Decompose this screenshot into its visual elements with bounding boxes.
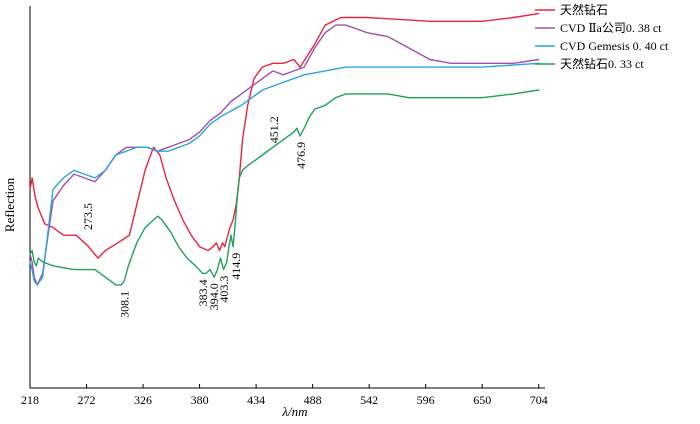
- series-line-2: [29, 24, 540, 286]
- plot-frame: [29, 6, 545, 389]
- peak-annotation: 414.9: [229, 253, 243, 280]
- series-line-4: [29, 89, 540, 286]
- x-tick-label: 596: [417, 393, 435, 407]
- x-tick-label: 218: [21, 393, 39, 407]
- peak-annotation: 273.5: [81, 203, 95, 230]
- peak-annotation: 451.2: [267, 116, 281, 143]
- y-axis-title: Reflection: [2, 177, 17, 232]
- peak-annotation: 476.9: [294, 142, 308, 169]
- x-axis-ticks: 218 272 326 380 434 488 542 596 650 704: [21, 384, 548, 407]
- peak-annotation: 394.0: [207, 283, 221, 310]
- x-tick-label: 488: [304, 393, 322, 407]
- legend-label: 天然钻石: [560, 2, 608, 17]
- x-tick-label: 434: [247, 393, 265, 407]
- series-line-1: [29, 12, 540, 259]
- series-group: [29, 12, 540, 286]
- legend-label: CVD Gemesis 0. 40 ct: [560, 39, 669, 53]
- legend-label: 天然钻石0. 33 ct: [560, 56, 644, 71]
- legend: 天然钻石 CVD Ⅱa公司0. 38 ct CVD Gemesis 0. 40 ct…: [535, 2, 669, 71]
- legend-label: CVD Ⅱa公司0. 38 ct: [560, 21, 662, 35]
- peak-annotation: 383.4: [196, 279, 210, 306]
- x-axis-title: λ/nm: [281, 404, 307, 419]
- x-tick-label: 704: [530, 393, 548, 407]
- x-tick-label: 326: [134, 393, 152, 407]
- x-tick-label: 380: [191, 393, 209, 407]
- x-tick-label: 650: [473, 393, 491, 407]
- x-tick-label: 272: [78, 393, 96, 407]
- x-tick-label: 542: [360, 393, 378, 407]
- peak-annotation: 403.3: [217, 276, 231, 303]
- peak-annotation: 308.1: [117, 291, 131, 318]
- series-line-3: [29, 62, 540, 286]
